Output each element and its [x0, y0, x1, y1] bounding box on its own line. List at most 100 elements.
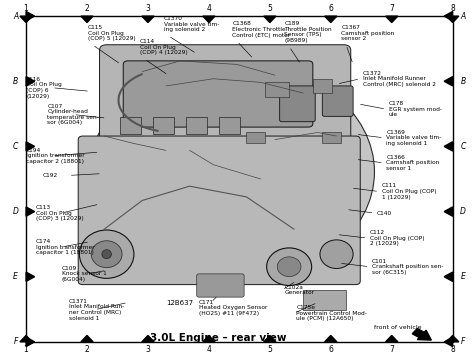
Text: 7: 7: [389, 345, 394, 354]
Text: 3.0L Engine – rear view: 3.0L Engine – rear view: [150, 333, 286, 343]
Text: 3: 3: [146, 4, 150, 13]
Text: C1372
Inlet Manifold Runner
Control (MRC) solenoid 2: C1372 Inlet Manifold Runner Control (MRC…: [363, 71, 436, 87]
Text: C116
Coil On Plug
(COP) 6
(12029): C116 Coil On Plug (COP) 6 (12029): [26, 77, 62, 98]
Text: C112
Coil On Plug (COP)
2 (12029): C112 Coil On Plug (COP) 2 (12029): [370, 230, 424, 246]
Polygon shape: [81, 335, 93, 342]
Text: C1368
Electronic Throttle
Control (ETC) motor: C1368 Electronic Throttle Control (ETC) …: [232, 21, 291, 38]
Text: B: B: [460, 77, 466, 86]
Polygon shape: [26, 77, 35, 86]
Text: E: E: [13, 272, 18, 281]
Polygon shape: [20, 16, 32, 23]
Text: F: F: [461, 337, 465, 347]
Text: C: C: [460, 142, 466, 151]
Text: A: A: [460, 11, 466, 21]
Polygon shape: [325, 335, 337, 342]
Text: C1370
Variable valve tim-
ing solenoid 2: C1370 Variable valve tim- ing solenoid 2: [164, 16, 219, 32]
Polygon shape: [26, 142, 35, 151]
Text: C1369
Variable valve tim-
ing solenoid 1: C1369 Variable valve tim- ing solenoid 1: [386, 130, 442, 146]
Text: 8: 8: [450, 4, 455, 13]
Text: front of vehicle: front of vehicle: [374, 325, 422, 330]
Text: C171
Heated Oxygen Sensor
(HO2S) #11 (9F472): C171 Heated Oxygen Sensor (HO2S) #11 (9F…: [199, 300, 267, 316]
Polygon shape: [444, 272, 453, 281]
Text: C178
EGR system mod-
ule: C178 EGR system mod- ule: [389, 101, 442, 117]
Text: C114
Coil On Plug
(COP) 4 (12029): C114 Coil On Plug (COP) 4 (12029): [140, 39, 188, 55]
Polygon shape: [444, 142, 453, 151]
Text: E: E: [461, 272, 465, 281]
Ellipse shape: [90, 61, 374, 283]
Bar: [120, 117, 141, 134]
Bar: [186, 117, 207, 134]
Text: 12B637: 12B637: [166, 300, 194, 305]
Ellipse shape: [277, 257, 301, 276]
Text: C140: C140: [377, 211, 392, 216]
Text: F: F: [13, 337, 18, 347]
Bar: [246, 132, 265, 143]
Bar: [219, 117, 240, 134]
Text: C1366
Camshaft position
sensor 1: C1366 Camshaft position sensor 1: [386, 155, 439, 171]
Text: 8: 8: [450, 345, 455, 354]
Text: C194
Ignition transformer
capacitor 2 (18801): C194 Ignition transformer capacitor 2 (1…: [26, 147, 85, 164]
Polygon shape: [264, 16, 276, 23]
Bar: [265, 82, 289, 97]
Ellipse shape: [91, 241, 122, 268]
Text: 4: 4: [207, 345, 211, 354]
Polygon shape: [444, 11, 453, 21]
Bar: [153, 117, 174, 134]
Polygon shape: [26, 272, 35, 281]
Ellipse shape: [266, 248, 311, 286]
Text: D: D: [13, 207, 18, 216]
Polygon shape: [325, 16, 337, 23]
Text: C1371
Inlet Manifold Run-
ner Control (MRC)
solenoid 1: C1371 Inlet Manifold Run- ner Control (M…: [69, 299, 124, 320]
FancyArrow shape: [412, 329, 431, 340]
Bar: [303, 290, 346, 310]
Ellipse shape: [320, 240, 353, 268]
Text: C101
Crankshaft position sen-
sor (6C315): C101 Crankshaft position sen- sor (6C315…: [372, 258, 444, 275]
FancyBboxPatch shape: [322, 86, 353, 116]
Text: 7: 7: [389, 4, 394, 13]
Text: 5: 5: [267, 345, 272, 354]
Polygon shape: [385, 335, 398, 342]
Text: C174
Ignition transformer
capacitor 1 (18801): C174 Ignition transformer capacitor 1 (1…: [36, 239, 94, 255]
Bar: [313, 79, 332, 93]
Text: 2: 2: [85, 345, 90, 354]
Text: C111
Coil On Plug (COP)
1 (12029): C111 Coil On Plug (COP) 1 (12029): [382, 183, 436, 200]
Text: C189
Throttle Position
Sensor (TPS)
(9B989): C189 Throttle Position Sensor (TPS) (9B9…: [284, 21, 332, 43]
FancyBboxPatch shape: [100, 45, 351, 149]
Polygon shape: [203, 16, 215, 23]
Polygon shape: [385, 16, 398, 23]
Text: C1367
Camshaft position
sensor 2: C1367 Camshaft position sensor 2: [341, 25, 394, 41]
Text: 1: 1: [24, 345, 28, 354]
Polygon shape: [447, 16, 459, 23]
Polygon shape: [264, 335, 276, 342]
Ellipse shape: [102, 250, 111, 258]
Text: C102a
Generator: C102a Generator: [284, 285, 314, 295]
Bar: [322, 132, 341, 143]
Text: C115
Coil On Plug
(COP) 5 (12029): C115 Coil On Plug (COP) 5 (12029): [88, 25, 136, 41]
Polygon shape: [81, 16, 93, 23]
Polygon shape: [142, 16, 154, 23]
Polygon shape: [444, 337, 453, 347]
Polygon shape: [444, 207, 453, 216]
Polygon shape: [26, 207, 35, 216]
Text: B: B: [13, 77, 18, 86]
Text: C175e
Powertrain Control Mod-
ule (PCM) (12A650): C175e Powertrain Control Mod- ule (PCM) …: [296, 305, 367, 321]
FancyBboxPatch shape: [123, 61, 313, 127]
Text: C: C: [13, 142, 18, 151]
Ellipse shape: [80, 230, 134, 279]
FancyBboxPatch shape: [78, 136, 360, 285]
Text: 6: 6: [328, 4, 333, 13]
Text: 5: 5: [267, 4, 272, 13]
Text: 2: 2: [85, 4, 90, 13]
Bar: [26, 16, 453, 342]
Text: 6: 6: [328, 345, 333, 354]
Polygon shape: [142, 335, 154, 342]
Text: C192: C192: [43, 173, 58, 178]
Text: C113
Coil On Plug
(COP) 3 (12029): C113 Coil On Plug (COP) 3 (12029): [36, 205, 83, 221]
Text: 1: 1: [24, 4, 28, 13]
Polygon shape: [444, 77, 453, 86]
FancyBboxPatch shape: [280, 86, 315, 122]
Text: D: D: [460, 207, 466, 216]
Text: A: A: [13, 11, 18, 21]
Polygon shape: [26, 11, 35, 21]
Polygon shape: [203, 335, 215, 342]
